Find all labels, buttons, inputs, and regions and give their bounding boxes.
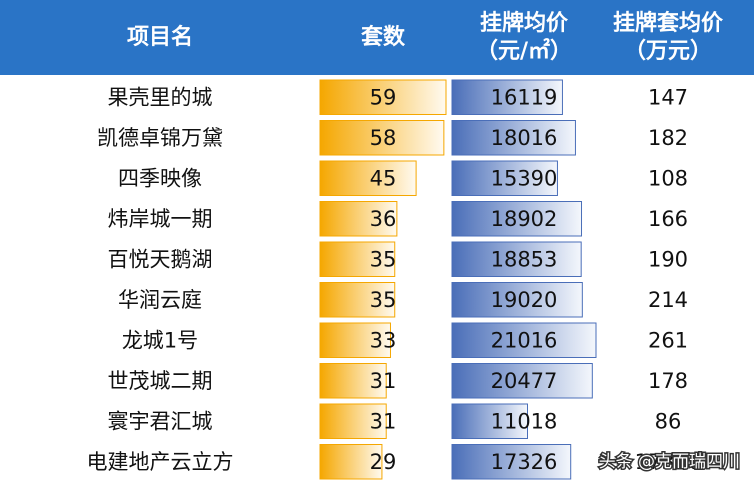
table-cell: 35 [370, 288, 397, 312]
header-cell: 项目名 [127, 24, 193, 50]
table-cell: 世茂城二期 [108, 369, 213, 393]
table-cell: 59 [370, 85, 397, 109]
table-cell: 36 [370, 207, 397, 231]
count-bar [319, 241, 396, 277]
price-bar [451, 444, 572, 480]
table-cell: 31 [370, 409, 397, 433]
table-cell: 龙城1号 [122, 328, 198, 352]
count-bar [319, 201, 398, 237]
table-cell: 190 [648, 247, 688, 271]
header-cell: 挂牌套均价 [613, 10, 724, 36]
price-bar [451, 403, 528, 439]
table-cell: 35 [370, 247, 397, 271]
price-bar [451, 201, 583, 237]
count-bar [319, 322, 391, 358]
table-cell: 29 [370, 450, 397, 474]
table-cell: 电建地产云立方 [87, 450, 234, 474]
table-cell: 108 [648, 166, 688, 190]
header-cell: （元/㎡） [476, 38, 572, 64]
price-bar [451, 282, 583, 318]
count-bar [319, 363, 387, 399]
table-cell: 58 [370, 126, 397, 150]
table-cell: 21016 [491, 328, 558, 352]
table-cell: 18902 [491, 207, 558, 231]
table-cell: 19020 [491, 288, 558, 312]
table-cell: 45 [370, 166, 397, 190]
table-cell: 15390 [491, 166, 558, 190]
count-bar [319, 403, 387, 439]
table-cell: 33 [370, 328, 397, 352]
count-bar [319, 120, 445, 156]
table-cell: 百悦天鹅湖 [108, 247, 213, 271]
price-bar [451, 241, 582, 277]
table-cell: 18853 [491, 247, 558, 271]
table-cell: 11018 [491, 409, 558, 433]
table-cell: 果壳里的城 [108, 85, 213, 109]
table-cell: 17326 [491, 450, 558, 474]
table-cell: 166 [648, 207, 688, 231]
watermark: 头条 @克而瑞四川 [599, 452, 740, 472]
header-band [0, 0, 754, 75]
table-cell: 261 [648, 328, 688, 352]
table-cell: 18016 [491, 126, 558, 150]
table-cell: 20477 [491, 369, 558, 393]
count-bar [319, 282, 396, 318]
table-cell: 凯德卓锦万黛 [97, 126, 223, 150]
table-cell: 178 [648, 369, 688, 393]
price-bar [451, 363, 593, 399]
count-bar [319, 160, 417, 196]
table-cell: 寰宇君汇城 [108, 409, 213, 433]
header-cell: 套数 [361, 24, 406, 50]
table-cell: 华润云庭 [118, 288, 202, 312]
count-bar [319, 79, 447, 115]
price-bar [451, 120, 576, 156]
header-cell: （万元） [624, 39, 712, 64]
table-cell: 17326 [635, 450, 702, 474]
count-bar [319, 444, 383, 480]
price-bar [451, 79, 563, 115]
table-cell: 16119 [491, 85, 558, 109]
header-cell: 挂牌均价 [480, 10, 569, 36]
table-cell: 86 [655, 409, 682, 433]
price-bar [451, 160, 558, 196]
price-bar [451, 322, 597, 358]
table-cell: 31 [370, 369, 397, 393]
table-cell: 炜岸城一期 [108, 207, 213, 231]
table-cell: 182 [648, 126, 688, 150]
table-cell: 214 [648, 288, 688, 312]
table-cell: 四季映像 [118, 166, 202, 190]
table-cell: 147 [648, 85, 688, 109]
